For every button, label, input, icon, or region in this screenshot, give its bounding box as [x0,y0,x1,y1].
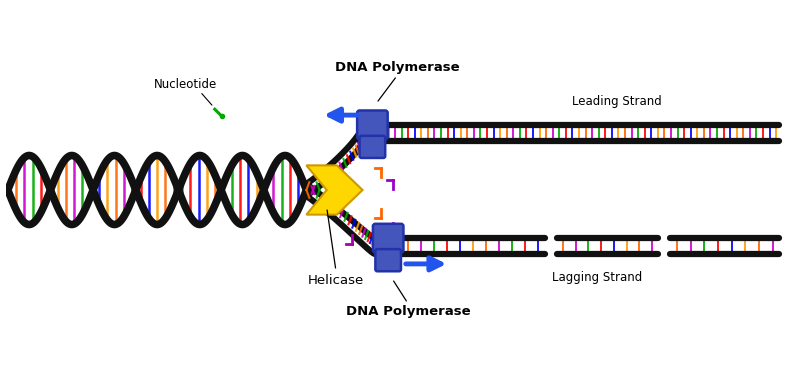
FancyBboxPatch shape [357,111,388,139]
Text: Nucleotide: Nucleotide [154,78,217,92]
FancyBboxPatch shape [359,136,386,158]
Text: DNA Polymerase: DNA Polymerase [346,305,470,318]
FancyBboxPatch shape [375,249,401,271]
Text: Lagging Strand: Lagging Strand [552,271,642,284]
Text: Leading Strand: Leading Strand [572,95,662,108]
Polygon shape [306,165,362,215]
FancyBboxPatch shape [373,224,403,253]
Text: Helicase: Helicase [308,274,364,287]
Text: DNA Polymerase: DNA Polymerase [334,61,459,74]
